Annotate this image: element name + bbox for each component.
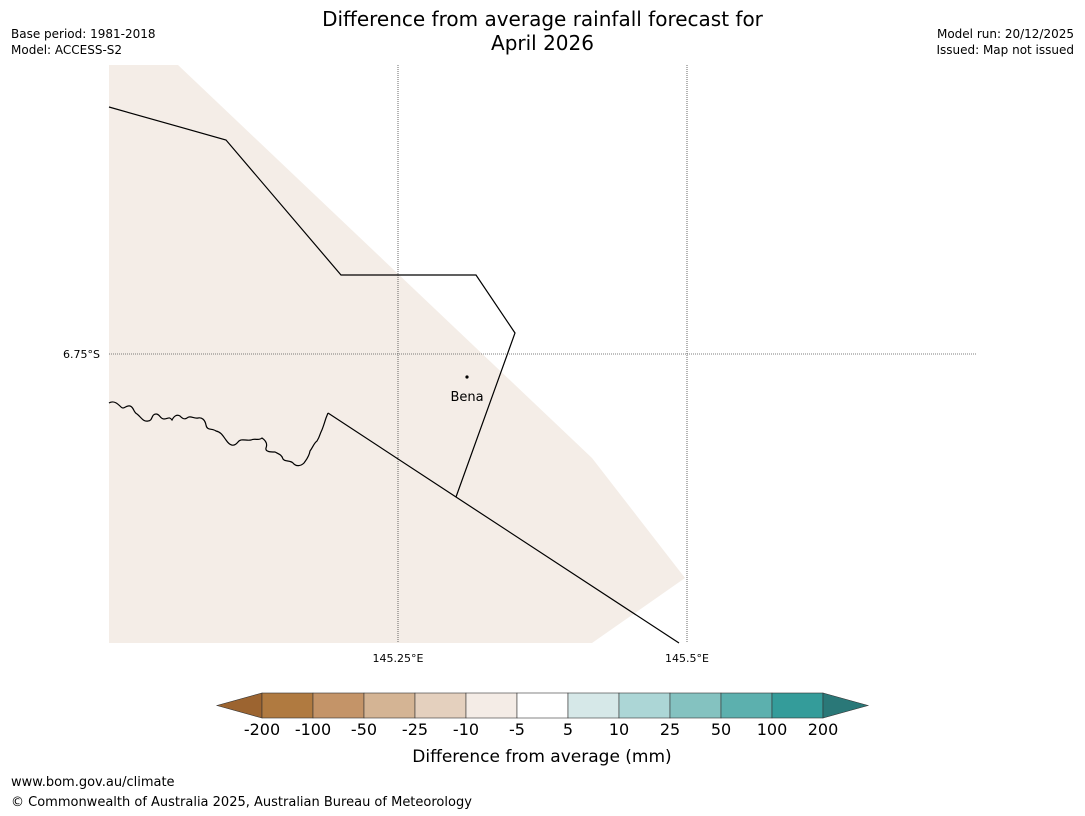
colorbar-segment [261,692,314,719]
place-marker [465,375,469,379]
colorbar-tick-label: -25 [402,720,428,739]
model-run: Model run: 20/12/2025 [936,27,1074,41]
title-line-2: April 2026 [491,31,594,55]
province-boundary-south [327,412,680,644]
colorbar-tick-label: 200 [808,720,839,739]
colorbar-tick-label: 50 [711,720,731,739]
title-line-1: Difference from average rainfall forecas… [322,7,763,31]
colorbar-tick-label: 5 [563,720,573,739]
colorbar-tick-label: -10 [453,720,479,739]
colorbar-segment [363,692,416,719]
model-name: Model: ACCESS-S2 [11,43,123,57]
map-title: Difference from average rainfall forecas… [0,7,1085,55]
colorbar-segment [720,692,773,719]
meta-right: Model run: 20/12/2025 Issued: Map not is… [936,26,1074,58]
lat-tick-label: 6.75°S [63,348,100,361]
colorbar-tick-label: 100 [757,720,788,739]
colorbar-extend-low [215,692,263,719]
colorbar: -200 -100 -50 -25 -10 -5 5 10 25 50 100 200 [215,692,870,739]
colorbar-segment [465,692,518,719]
footer-url: www.bom.gov.au/climate [11,775,175,790]
colorbar-tick-label: 25 [660,720,680,739]
colorbar-extend-high [822,692,870,719]
colorbar-tick-label: -100 [295,720,331,739]
lon-tick-label-1: 145.25°E [373,652,424,665]
coastline [108,401,329,467]
meta-left: Base period: 1981-2018 Model: ACCESS-S2 [11,26,156,58]
colorbar-segment [669,692,722,719]
colorbar-segment [771,692,824,719]
lon-tick-label-2: 145.5°E [665,652,709,665]
province-boundary-north [108,106,516,498]
colorbar-segment [312,692,365,719]
colorbar-segment [414,692,467,719]
base-period: Base period: 1981-2018 [11,27,156,41]
colorbar-tick-label: -50 [351,720,377,739]
colorbar-tick-label: -5 [509,720,525,739]
colorbar-tick-label: -200 [244,720,280,739]
colorbar-title: Difference from average (mm) [412,747,671,767]
place-label: Bena [450,390,483,405]
colorbar-segment [618,692,671,719]
colorbar-segment [567,692,620,719]
issued-status: Issued: Map not issued [936,43,1074,57]
colorbar-tick-label: 10 [609,720,629,739]
colorbar-segment [516,692,569,719]
footer-copyright: © Commonwealth of Australia 2025, Austra… [11,795,472,810]
